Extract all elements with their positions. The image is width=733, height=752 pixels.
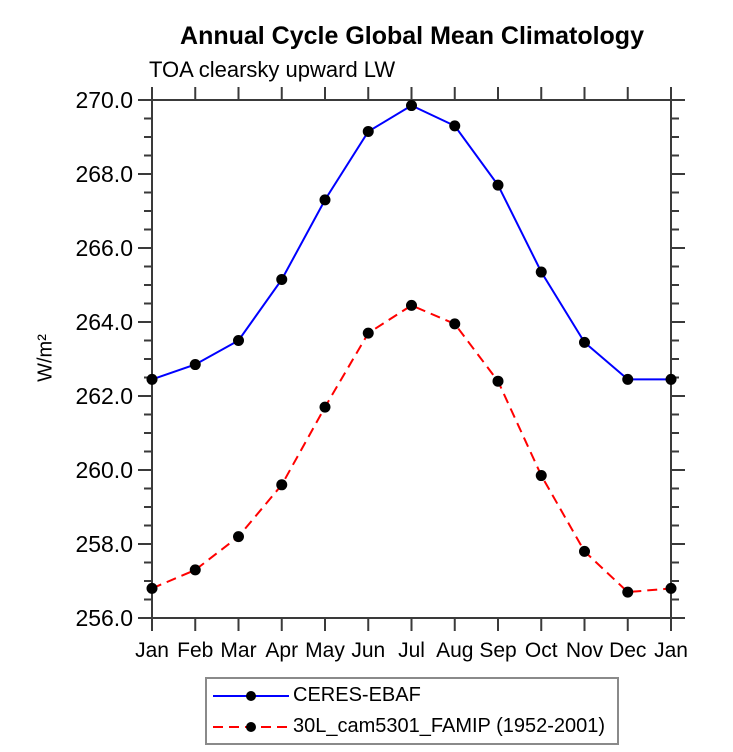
data-point-marker [233, 335, 244, 346]
y-tick-label: 268.0 [75, 161, 133, 187]
chart-title: Annual Cycle Global Mean Climatology [180, 22, 644, 50]
legend-line-sample [213, 721, 289, 732]
legend-row-0: CERES-EBAF [211, 680, 617, 711]
chart-subtitle: TOA clearsky upward LW [149, 57, 396, 82]
x-tick-label: May [305, 639, 345, 662]
data-point-marker [535, 470, 547, 482]
data-point-marker [276, 273, 288, 285]
x-tick-label: Jul [398, 639, 425, 662]
legend-label-0: CERES-EBAF [293, 684, 421, 706]
series-line-1 [151, 304, 672, 594]
x-tick-label: Jan [135, 639, 169, 662]
y-tick-label: 260.0 [75, 457, 133, 483]
data-point-marker [319, 401, 331, 413]
legend-marker-icon [246, 721, 256, 732]
data-point-marker [362, 125, 374, 137]
data-point-marker [665, 582, 677, 594]
x-tick-label: Feb [177, 639, 213, 662]
data-point-marker [579, 336, 590, 348]
x-tick-label: Oct [525, 639, 558, 662]
x-tick-label: Mar [220, 639, 256, 662]
x-tick-label: Jun [351, 639, 385, 662]
data-point-marker [665, 373, 677, 385]
data-point-marker [406, 100, 417, 112]
y-tick-label: 256.0 [75, 605, 133, 631]
data-point-marker [146, 373, 158, 385]
x-tick-label: Dec [609, 639, 646, 662]
series-line-0 [151, 104, 671, 381]
legend-row-1: 30L_cam5301_FAMIP (1952-2001) [211, 711, 617, 742]
y-tick-label: 262.0 [75, 383, 133, 409]
x-tick-label: Jan [654, 639, 688, 662]
data-point-marker [319, 194, 331, 206]
y-tick-label: 266.0 [75, 235, 133, 261]
data-point-marker [492, 375, 504, 387]
data-point-marker [189, 564, 201, 576]
plot-frame [151, 99, 672, 619]
y-tick-label: 264.0 [75, 309, 133, 335]
data-point-marker [276, 479, 288, 491]
data-point-marker [622, 373, 634, 385]
legend-box: CERES-EBAF 30L_cam5301_FAMIP (1952-2001) [205, 677, 619, 745]
x-tick-label: Nov [566, 639, 604, 662]
data-point-marker [492, 179, 504, 191]
legend-line-sample [213, 690, 289, 701]
data-point-marker [189, 359, 201, 371]
data-point-marker [146, 582, 158, 594]
legend-label-1: 30L_cam5301_FAMIP (1952-2001) [293, 715, 606, 737]
data-point-marker [449, 120, 461, 132]
x-tick-label: Sep [479, 639, 516, 662]
data-point-marker [449, 318, 461, 330]
data-point-marker [535, 266, 547, 278]
data-point-marker [579, 545, 590, 557]
legend-marker-icon [246, 690, 256, 701]
data-point-marker [406, 299, 417, 311]
x-tick-label: Apr [265, 639, 298, 662]
data-point-marker [622, 586, 634, 598]
y-tick-label: 258.0 [75, 531, 133, 557]
data-point-marker [233, 531, 244, 543]
data-point-marker [362, 327, 374, 339]
x-tick-label: Aug [436, 639, 473, 662]
y-tick-label: 270.0 [75, 87, 133, 113]
